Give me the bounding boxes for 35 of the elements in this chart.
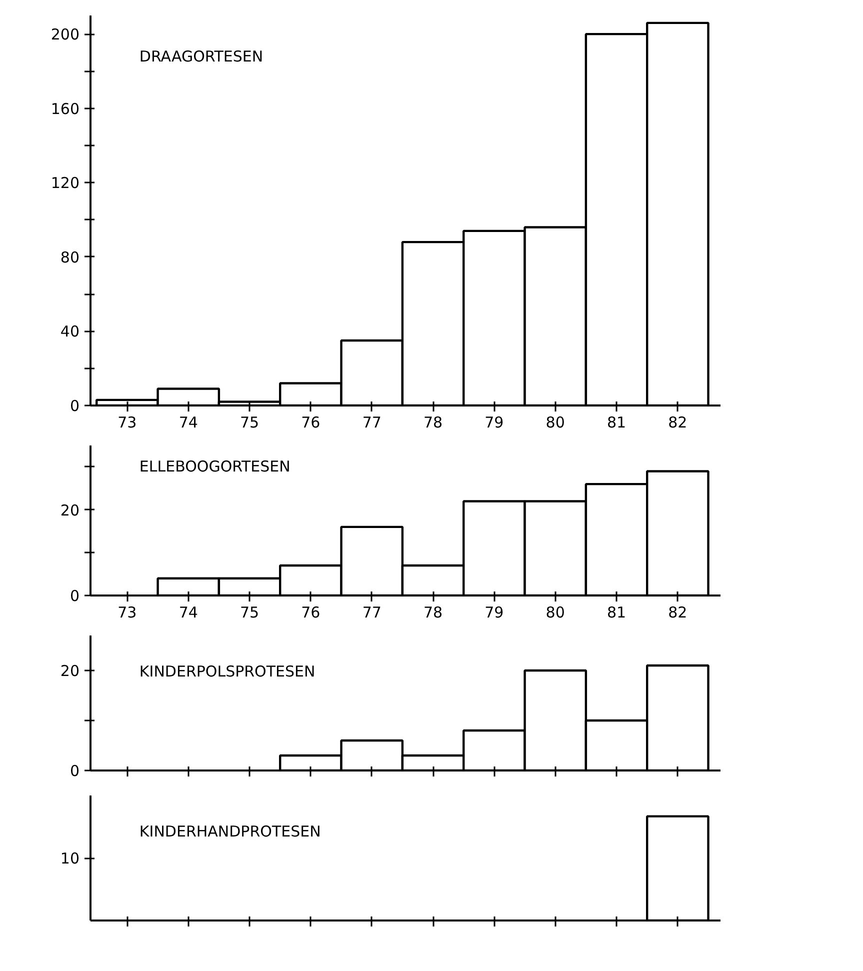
x-tick-label: 81 (606, 414, 626, 432)
text: ELLEBOOGORTESEN (139, 458, 290, 476)
y-tick-label: 160 (50, 100, 80, 118)
x-tick-label: 80 (546, 604, 565, 622)
x-tick-label: 77 (362, 604, 382, 622)
text: KINDERHANDPROTESEN (139, 822, 321, 840)
x-tick-label: 81 (606, 604, 626, 622)
x-tick-label: 82 (668, 414, 688, 432)
x-tick-label: 76 (301, 604, 320, 622)
y-tick-label: 20 (60, 501, 80, 520)
y-tick-label: 0 (70, 587, 80, 605)
text: DRAAGORTESEN (139, 48, 264, 66)
x-tick-label: 73 (118, 414, 137, 432)
x-tick-label: 76 (301, 414, 320, 432)
x-tick-label: 78 (423, 604, 443, 622)
x-tick-label: 82 (668, 604, 688, 622)
y-tick-label: 80 (60, 248, 80, 266)
x-tick-label: 73 (118, 604, 137, 622)
x-tick-label: 74 (178, 414, 198, 432)
x-tick-label: 78 (423, 414, 443, 432)
x-tick-label: 75 (240, 604, 260, 622)
x-tick-label: 80 (546, 414, 565, 432)
y-tick-label: 120 (50, 174, 80, 192)
y-tick-label: 200 (50, 26, 80, 44)
x-tick-label: 77 (362, 414, 382, 432)
y-tick-label: 0 (70, 397, 80, 415)
y-tick-label: 40 (60, 322, 80, 341)
y-tick-label: 20 (60, 662, 80, 680)
text: 10 (60, 850, 80, 868)
x-tick-label: 79 (484, 604, 504, 622)
text: KINDERPOLSPROTESEN (139, 662, 316, 680)
x-tick-label: 74 (178, 604, 198, 622)
x-tick-label: 79 (484, 414, 504, 432)
x-tick-label: 75 (240, 414, 260, 432)
y-tick-label: 0 (70, 762, 80, 780)
